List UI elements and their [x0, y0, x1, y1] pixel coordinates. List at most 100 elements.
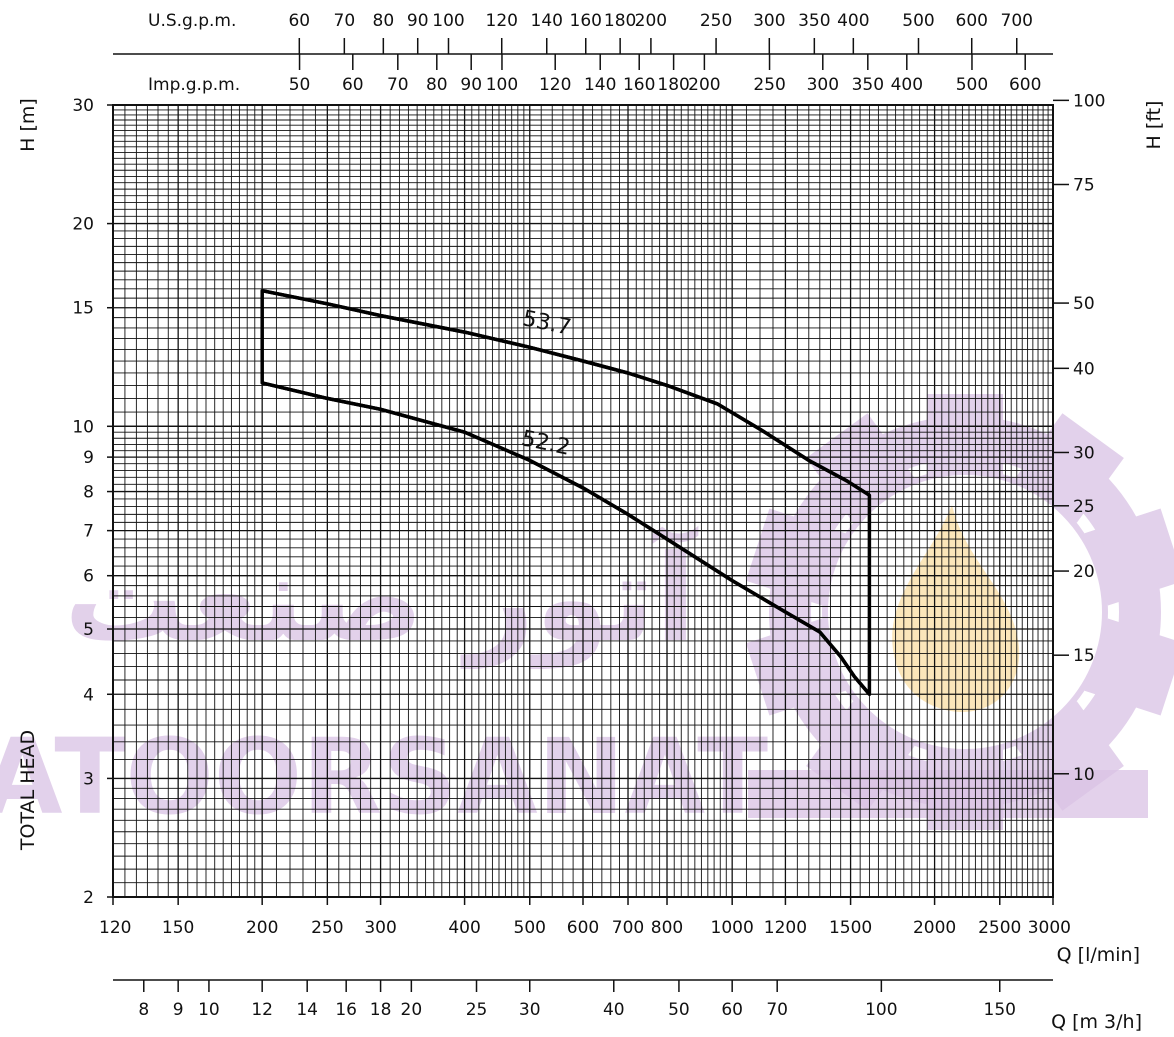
impgpm-tick-label: 60 [342, 75, 364, 95]
gear-inner-ring [822, 469, 1108, 755]
usgpm-tick-label: 80 [373, 11, 395, 31]
m3h-tick-label: 20 [401, 1000, 423, 1020]
m3h-tick-label: 150 [984, 1000, 1016, 1020]
impgpm-tick-label: 400 [891, 75, 923, 95]
impgpm-tick-label: 500 [956, 75, 988, 95]
ft-tick-label: 25 [1073, 497, 1095, 517]
y-tick-label: 15 [72, 299, 94, 319]
x-tick-label: 200 [246, 918, 278, 938]
m3h-tick-label: 10 [198, 1000, 220, 1020]
y-tick-label: 8 [83, 483, 94, 503]
y-tick-label: 5 [83, 620, 94, 640]
x-tick-label: 800 [651, 918, 683, 938]
usgpm-tick-label: 200 [635, 11, 667, 31]
y-axis-title: H [m] [17, 98, 39, 152]
usgpm-tick-label: 400 [837, 11, 869, 31]
x-tick-label: 250 [311, 918, 343, 938]
y-tick-label: 3 [83, 769, 94, 789]
impgpm-tick-label: 140 [584, 75, 616, 95]
ft-tick-label: 10 [1073, 765, 1095, 785]
m3h-tick-label: 9 [173, 1000, 184, 1020]
impgpm-tick-label: 600 [1009, 75, 1041, 95]
x-tick-label: 300 [364, 918, 396, 938]
usgpm-tick-label: 100 [432, 11, 464, 31]
y-tick-label: 30 [72, 96, 94, 116]
x-tick-label: 400 [448, 918, 480, 938]
m3h-tick-label: 8 [138, 1000, 149, 1020]
usgpm-axis-title: U.S.g.p.m. [148, 11, 236, 31]
curve-label: 52.2 [519, 426, 572, 461]
impgpm-tick-label: 200 [688, 75, 720, 95]
impgpm-tick-label: 80 [426, 75, 448, 95]
impgpm-tick-label: 180 [657, 75, 689, 95]
y-axis-total-head: TOTAL HEAD [17, 730, 39, 851]
ft-tick-label: 40 [1073, 359, 1095, 379]
x-tick-label: 1000 [711, 918, 754, 938]
ft-tick-label: 15 [1073, 646, 1095, 666]
m3h-tick-label: 16 [335, 1000, 357, 1020]
m3h-tick-label: 60 [721, 1000, 743, 1020]
impgpm-axis-title: Imp.g.p.m. [148, 75, 240, 95]
m3h-tick-label: 40 [603, 1000, 625, 1020]
y-tick-label: 10 [72, 417, 94, 437]
y-tick-label: 9 [83, 448, 94, 468]
usgpm-tick-label: 700 [1001, 11, 1033, 31]
chart-grid [112, 104, 1054, 898]
impgpm-tick-label: 300 [807, 75, 839, 95]
impgpm-tick-label: 70 [387, 75, 409, 95]
m3h-axis-title: Q [m 3/h] [1051, 1011, 1142, 1033]
curve-label: 53.7 [520, 306, 573, 341]
y-tick-label: 7 [83, 522, 94, 542]
impgpm-tick-label: 120 [539, 75, 571, 95]
usgpm-tick-label: 500 [902, 11, 934, 31]
ft-tick-label: 75 [1073, 175, 1095, 195]
y-tick-label: 2 [83, 888, 94, 908]
x-tick-label: 2500 [978, 918, 1021, 938]
usgpm-tick-label: 60 [288, 11, 310, 31]
impgpm-tick-label: 100 [486, 75, 518, 95]
m3h-tick-label: 18 [370, 1000, 392, 1020]
ft-tick-label: 30 [1073, 443, 1095, 463]
watermark: آتور صنعت ATOORSANAT [0, 394, 1174, 838]
impgpm-tick-label: 160 [623, 75, 655, 95]
y-tick-label: 4 [83, 685, 94, 705]
usgpm-tick-label: 120 [486, 11, 518, 31]
m3h-tick-label: 70 [766, 1000, 788, 1020]
ft-tick-label: 50 [1073, 294, 1095, 314]
x-tick-label: 3000 [1028, 918, 1071, 938]
watermark-latin-text: ATOORSANAT [0, 716, 768, 838]
usgpm-tick-label: 300 [753, 11, 785, 31]
impgpm-tick-label: 90 [460, 75, 482, 95]
usgpm-tick-label: 600 [956, 11, 988, 31]
m3h-tick-label: 14 [296, 1000, 318, 1020]
impgpm-tick-label: 250 [753, 75, 785, 95]
m3h-tick-label: 50 [668, 1000, 690, 1020]
x-axis-title: Q [l/min] [1057, 944, 1140, 966]
x-tick-label: 120 [99, 918, 131, 938]
usgpm-tick-label: 250 [700, 11, 732, 31]
watermark-persian-text: آتور صنعت [64, 525, 699, 669]
x-tick-label: 1200 [764, 918, 807, 938]
usgpm-tick-label: 180 [604, 11, 636, 31]
x-tick-label: 500 [514, 918, 546, 938]
usgpm-tick-label: 140 [531, 11, 563, 31]
x-tick-label: 1500 [829, 918, 872, 938]
curve-line [261, 381, 871, 696]
ft-tick-label: 20 [1073, 562, 1095, 582]
axes: 120 150 200 250 300 400 500 600 700 800 1000 1200 15… [17, 11, 1165, 1033]
series-53.7: 53.7 [261, 288, 871, 497]
x-tick-label: 2000 [913, 918, 956, 938]
usgpm-tick-label: 350 [798, 11, 830, 31]
usgpm-tick-label: 160 [570, 11, 602, 31]
x-tick-label: 700 [612, 918, 644, 938]
x-tick-label: 150 [162, 918, 194, 938]
m3h-tick-label: 12 [251, 1000, 273, 1020]
usgpm-tick-label: 90 [407, 11, 429, 31]
impgpm-tick-label: 50 [289, 75, 311, 95]
impgpm-tick-label: 350 [852, 75, 884, 95]
y-tick-label: 20 [72, 215, 94, 235]
m3h-tick-label: 30 [519, 1000, 541, 1020]
usgpm-tick-label: 70 [334, 11, 356, 31]
m3h-tick-label: 100 [865, 1000, 897, 1020]
